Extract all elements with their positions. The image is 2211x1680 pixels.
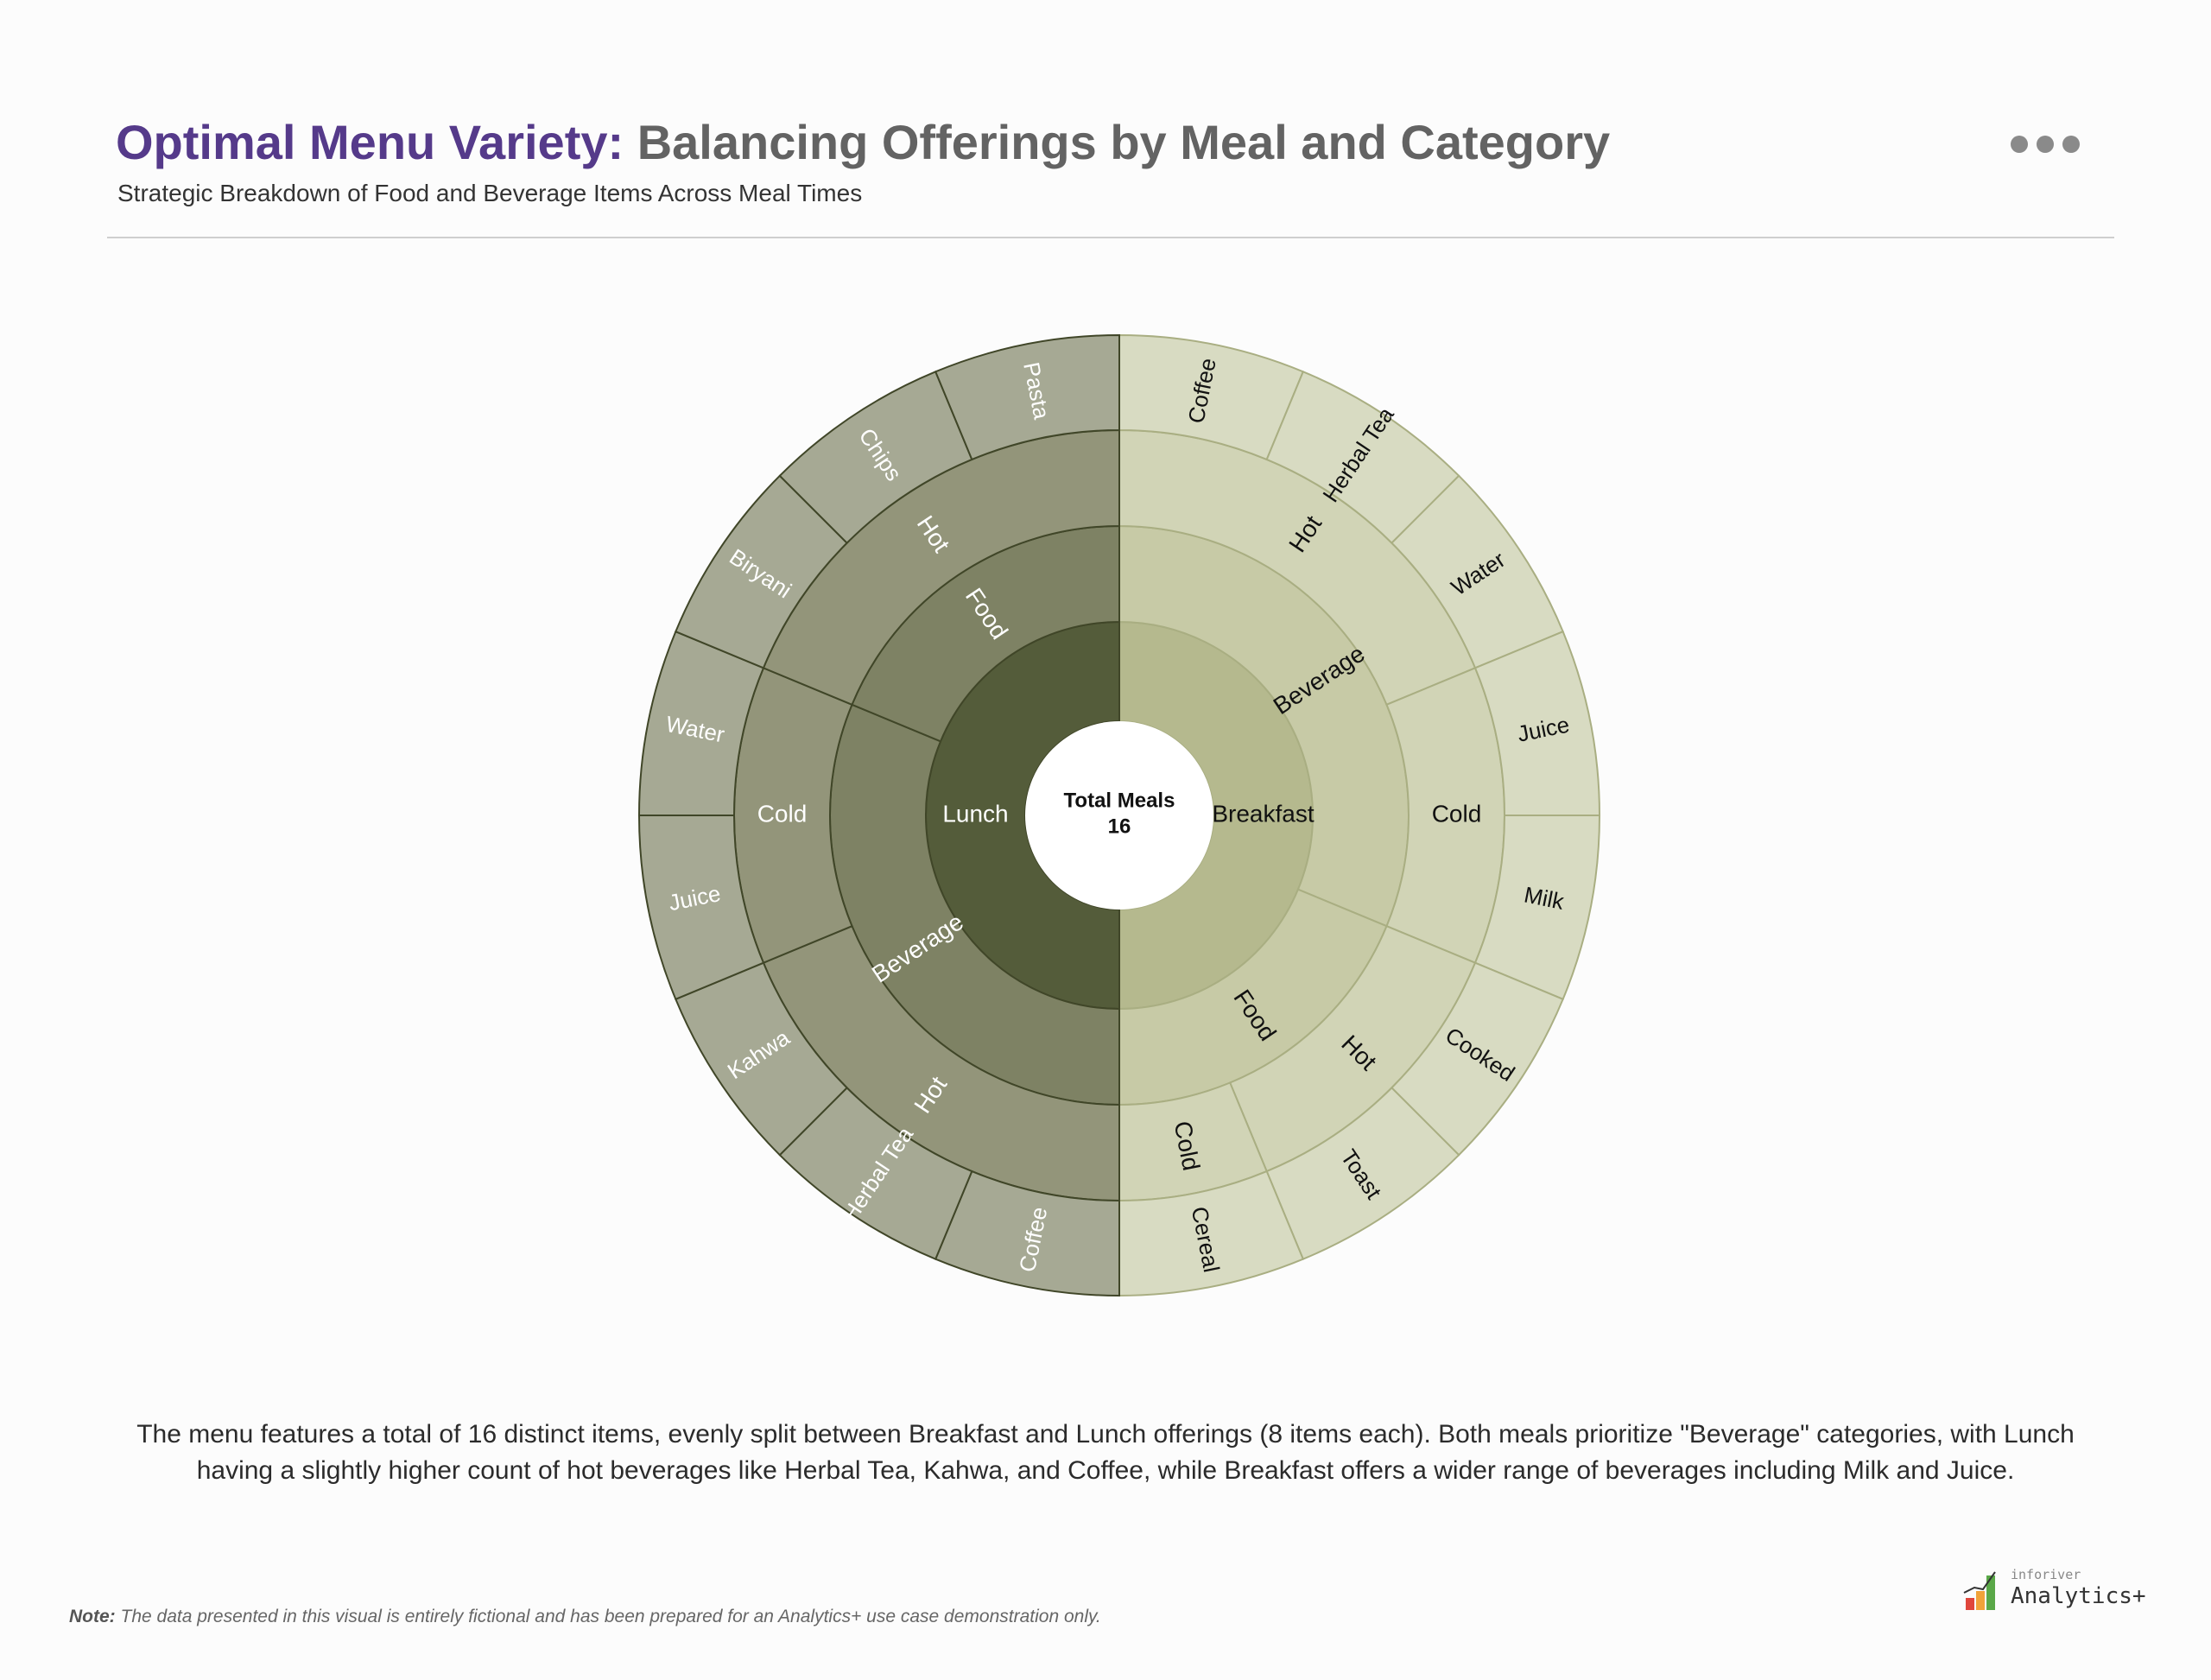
more-menu[interactable] (2009, 134, 2081, 155)
logo: inforiver Analytics+ (1963, 1567, 2146, 1610)
center-value: 16 (1108, 815, 1131, 838)
logo-small: inforiver (2011, 1567, 2081, 1582)
logo-name: Analytics+ (2011, 1583, 2146, 1609)
title-highlight: Optimal Menu Variety: (116, 115, 624, 169)
subtitle: Strategic Breakdown of Food and Beverage… (117, 180, 863, 206)
sunburst-segment (934, 333, 1120, 461)
divider (107, 237, 2114, 238)
note-label: Note: (69, 1607, 116, 1626)
segment-label: Cold (757, 800, 808, 827)
title-main: Balancing Offerings by Meal and Category (637, 115, 1611, 169)
segment-label: Breakfast (1212, 800, 1314, 827)
segment-label: Lunch (942, 800, 1008, 827)
note-text: The data presented in this visual is ent… (120, 1607, 1101, 1626)
footnote: Note: The data presented in this visual … (69, 1607, 1101, 1627)
title: Optimal Menu Variety: Balancing Offering… (116, 114, 1610, 170)
segment-label: Cold (1432, 800, 1482, 827)
description: The menu features a total of 16 distinct… (136, 1420, 2075, 1485)
center-hole (1025, 721, 1213, 910)
center-label: Total Meals (1064, 789, 1175, 812)
